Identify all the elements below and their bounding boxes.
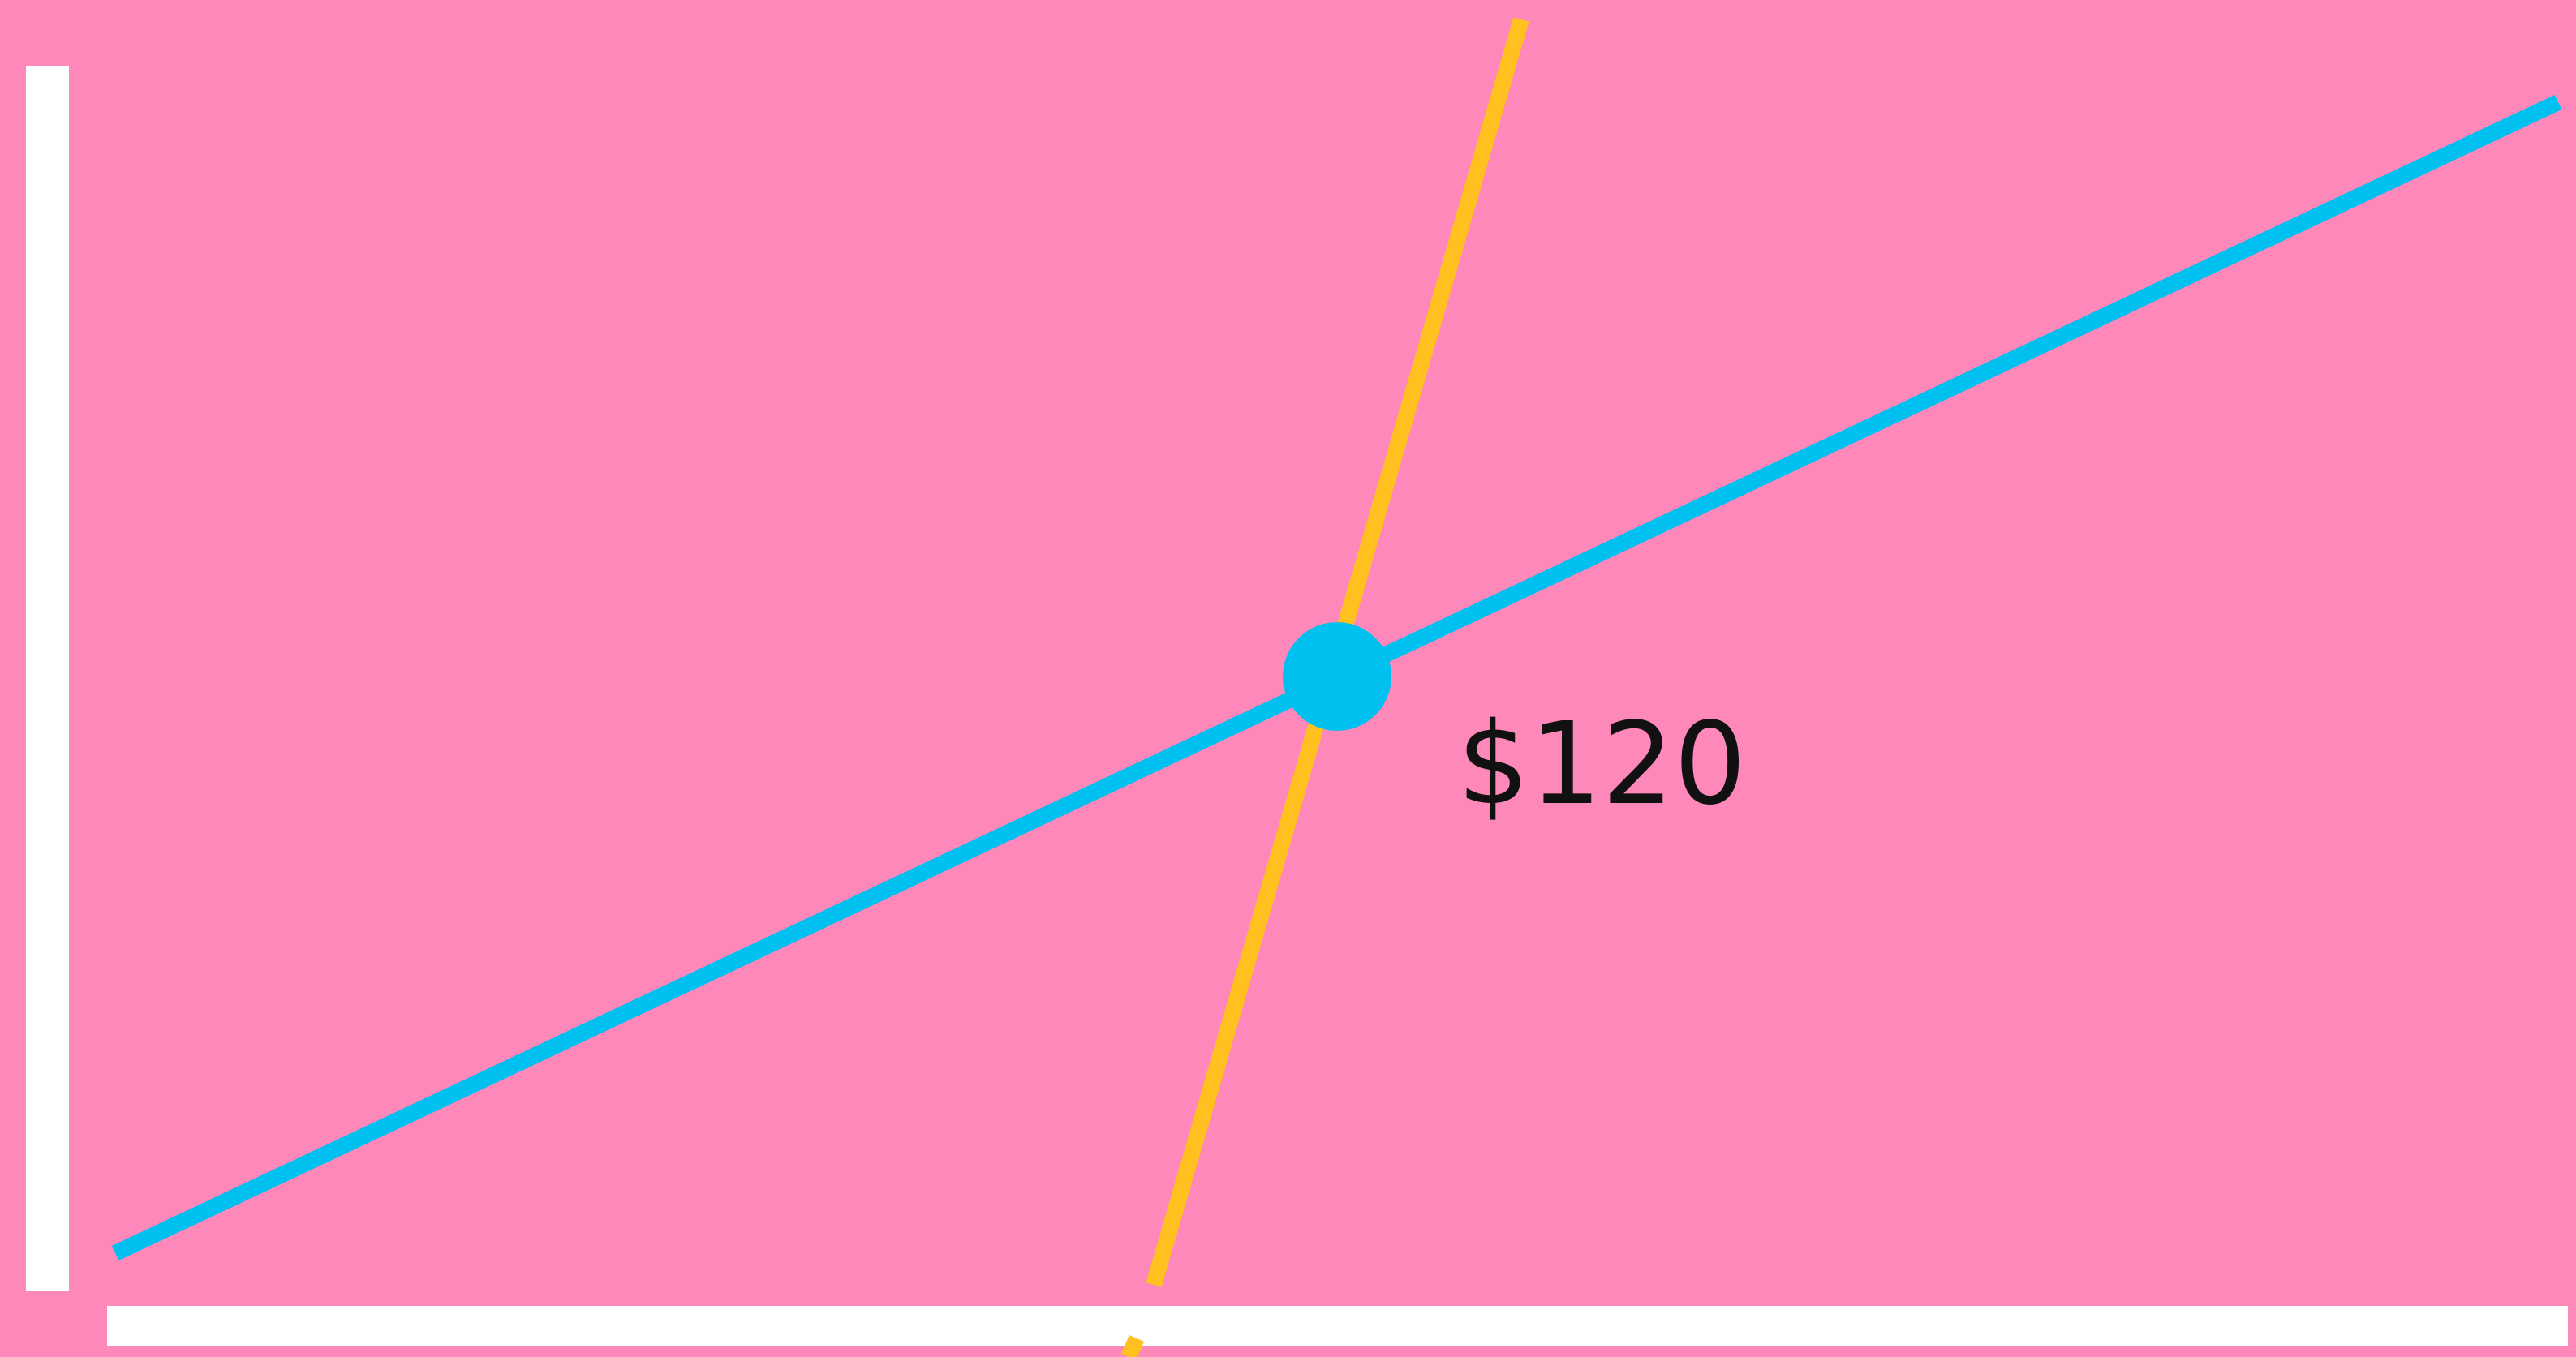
intersection-point: [1283, 622, 1391, 731]
horizontal-axis: [107, 1306, 2568, 1346]
vertical-axis: [26, 66, 69, 1291]
yellow-line-tail: [1120, 1335, 1145, 1357]
price-label: $120: [1457, 698, 1746, 831]
